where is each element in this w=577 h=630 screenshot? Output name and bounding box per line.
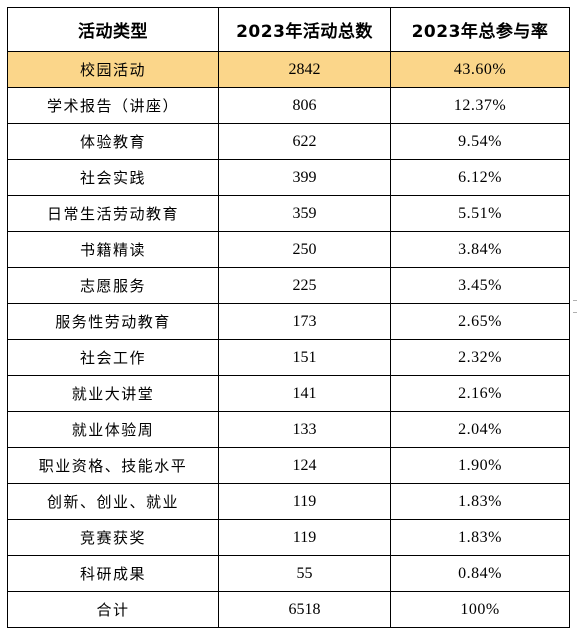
cell-activity-count: 399 [218,159,391,196]
cell-activity-type: 社会工作 [7,339,219,376]
cell-activity-count: 359 [218,195,391,232]
table-row: 就业体验周 133 2.04% [7,411,570,448]
header-activity-type: 活动类型 [7,7,219,52]
cell-activity-count: 141 [218,375,391,412]
cell-participation-rate: 3.45% [390,267,570,304]
table-row: 日常生活劳动教育 359 5.51% [7,195,570,232]
cell-activity-count: 806 [218,87,391,124]
table-row: 职业资格、技能水平 124 1.90% [7,447,570,484]
header-participation-rate: 2023年总参与率 [390,7,570,52]
cell-participation-rate: 1.90% [390,447,570,484]
table-row: 服务性劳动教育 173 2.65% [7,303,570,340]
cell-participation-rate: 43.60% [390,51,570,88]
header-activity-count: 2023年活动总数 [218,7,391,52]
cell-participation-rate: 6.12% [390,159,570,196]
table-row: 校园活动 2842 43.60% [7,51,570,88]
cell-activity-count: 225 [218,267,391,304]
cell-activity-count: 124 [218,447,391,484]
cell-activity-type: 服务性劳动教育 [7,303,219,340]
page-edge-mark [573,300,577,301]
table-header-row: 活动类型 2023年活动总数 2023年总参与率 [7,7,570,52]
cell-participation-rate: 2.32% [390,339,570,376]
table-row: 书籍精读 250 3.84% [7,231,570,268]
cell-activity-type: 社会实践 [7,159,219,196]
cell-activity-type: 就业体验周 [7,411,219,448]
cell-activity-count: 119 [218,519,391,556]
cell-activity-type: 日常生活劳动教育 [7,195,219,232]
cell-activity-count: 55 [218,555,391,592]
cell-activity-count: 151 [218,339,391,376]
cell-participation-rate: 1.83% [390,483,570,520]
cell-activity-count: 173 [218,303,391,340]
table-row: 学术报告（讲座） 806 12.37% [7,87,570,124]
cell-activity-type: 创新、创业、就业 [7,483,219,520]
cell-participation-rate: 2.04% [390,411,570,448]
cell-activity-type: 职业资格、技能水平 [7,447,219,484]
cell-total-label: 合计 [7,591,219,628]
activity-table-container: 活动类型 2023年活动总数 2023年总参与率 校园活动 2842 43.60… [7,7,570,628]
cell-activity-type: 就业大讲堂 [7,375,219,412]
cell-activity-count: 2842 [218,51,391,88]
table-total-row: 合计 6518 100% [7,591,570,628]
cell-activity-type: 科研成果 [7,555,219,592]
cell-activity-type: 竞赛获奖 [7,519,219,556]
cell-participation-rate: 0.84% [390,555,570,592]
table-row: 社会工作 151 2.32% [7,339,570,376]
cell-participation-rate: 5.51% [390,195,570,232]
cell-activity-count: 250 [218,231,391,268]
cell-total-count: 6518 [218,591,391,628]
page-edge-mark [573,312,577,313]
table-row: 科研成果 55 0.84% [7,555,570,592]
table-row: 就业大讲堂 141 2.16% [7,375,570,412]
cell-activity-count: 133 [218,411,391,448]
cell-participation-rate: 9.54% [390,123,570,160]
table-row: 创新、创业、就业 119 1.83% [7,483,570,520]
cell-activity-count: 119 [218,483,391,520]
table-row: 社会实践 399 6.12% [7,159,570,196]
cell-activity-type: 校园活动 [7,51,219,88]
cell-participation-rate: 2.16% [390,375,570,412]
cell-participation-rate: 12.37% [390,87,570,124]
table-row: 竞赛获奖 119 1.83% [7,519,570,556]
cell-participation-rate: 3.84% [390,231,570,268]
table-row: 体验教育 622 9.54% [7,123,570,160]
cell-activity-type: 学术报告（讲座） [7,87,219,124]
cell-participation-rate: 2.65% [390,303,570,340]
cell-activity-count: 622 [218,123,391,160]
cell-activity-type: 体验教育 [7,123,219,160]
cell-activity-type: 志愿服务 [7,267,219,304]
cell-participation-rate: 1.83% [390,519,570,556]
activity-table: 活动类型 2023年活动总数 2023年总参与率 校园活动 2842 43.60… [7,7,570,628]
cell-total-rate: 100% [390,591,570,628]
table-row: 志愿服务 225 3.45% [7,267,570,304]
cell-activity-type: 书籍精读 [7,231,219,268]
